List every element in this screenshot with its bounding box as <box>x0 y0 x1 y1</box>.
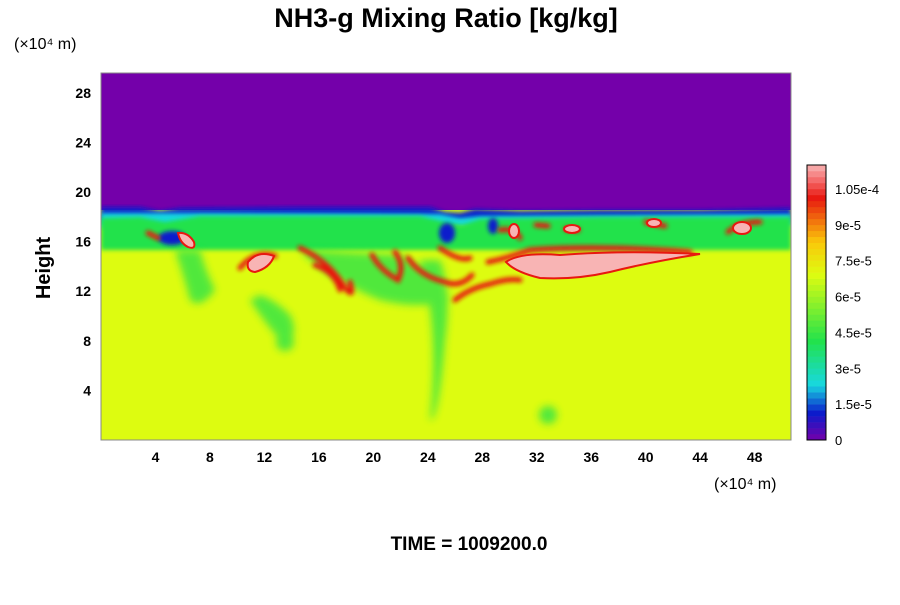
colorbar-tick-label: 1.05e-4 <box>835 182 879 197</box>
colorbar-segment <box>807 344 826 351</box>
colorbar-segment <box>807 368 826 375</box>
x-unit-label: (×10⁴ m) <box>714 476 776 493</box>
colorbar-segment <box>807 284 826 291</box>
colorbar-ticks: 0 1.5e-5 3e-5 4.5e-5 6e-5 7.5e-5 9e-5 1.05e-4 <box>835 182 879 448</box>
chart-title: NH3-g Mixing Ratio [kg/kg] <box>274 3 618 33</box>
field-pink-maxima <box>176 218 752 280</box>
x-tick-label: 44 <box>692 449 708 465</box>
colorbar-segment <box>807 254 826 261</box>
colorbar-segment <box>807 404 826 411</box>
y-tick-label: 8 <box>83 333 91 349</box>
colorbar-segment <box>807 176 826 184</box>
colorbar <box>806 164 827 441</box>
colorbar-segment <box>807 338 826 345</box>
colorbar-segment <box>807 224 826 232</box>
x-tick-label: 36 <box>583 449 599 465</box>
colorbar-segment <box>807 422 826 429</box>
x-tick-label: 28 <box>475 449 491 465</box>
colorbar-segment <box>807 266 826 273</box>
y-tick-label: 24 <box>75 134 91 150</box>
field-red-filaments <box>145 219 763 303</box>
colorbar-tick-label: 1.5e-5 <box>835 397 872 412</box>
colorbar-segment <box>807 206 826 214</box>
colorbar-segment <box>807 188 826 196</box>
colorbar-segment <box>807 326 826 333</box>
plot-frame <box>100 72 792 441</box>
colorbar-segment <box>807 392 826 399</box>
y-tick-label: 4 <box>83 382 91 398</box>
colorbar-segment <box>807 302 826 309</box>
colorbar-segment <box>807 194 826 202</box>
x-tick-label: 40 <box>638 449 654 465</box>
colorbar-tick-label: 3e-5 <box>835 361 861 376</box>
colorbar-segment <box>807 296 826 303</box>
colorbar-tick-label: 9e-5 <box>835 218 861 233</box>
colorbar-segment <box>807 332 826 339</box>
colorbar-segment <box>807 212 826 220</box>
x-tick-label: 16 <box>311 449 327 465</box>
x-tick-label: 8 <box>206 449 214 465</box>
colorbar-tick-label: 7.5e-5 <box>835 254 872 269</box>
colorbar-segment <box>807 410 826 417</box>
colorbar-frame <box>806 164 827 441</box>
colorbar-tick-label: 4.5e-5 <box>835 325 872 340</box>
y-tick-label: 20 <box>75 184 91 200</box>
colorbar-segment <box>807 314 826 321</box>
x-tick-label: 32 <box>529 449 545 465</box>
colorbar-segment <box>807 260 826 267</box>
colorbar-tick-label: 6e-5 <box>835 290 861 305</box>
x-axis-ticks: 4 8 12 16 20 24 28 32 36 40 44 48 <box>152 449 763 465</box>
y-tick-label: 28 <box>75 85 91 101</box>
x-tick-label: 20 <box>366 449 382 465</box>
colorbar-segment <box>807 356 826 363</box>
colorbar-segment <box>807 170 826 178</box>
colorbar-segment <box>807 308 826 315</box>
colorbar-segment <box>807 320 826 327</box>
colorbar-tick-label: 0 <box>835 433 842 448</box>
x-tick-label: 12 <box>257 449 273 465</box>
x-tick-label: 4 <box>152 449 160 465</box>
y-axis-label: Height <box>33 237 55 300</box>
colorbar-segment <box>807 182 826 190</box>
colorbar-segment <box>807 380 826 387</box>
x-tick-label: 48 <box>747 449 763 465</box>
colorbar-segment <box>807 362 826 369</box>
colorbar-segment <box>807 272 826 279</box>
y-tick-label: 12 <box>75 283 91 299</box>
colorbar-segment <box>807 434 826 441</box>
x-tick-label: 24 <box>420 449 436 465</box>
y-unit-label: (×10⁴ m) <box>14 36 76 53</box>
colorbar-segment <box>807 278 826 285</box>
y-axis-ticks: 4 8 12 16 20 24 28 <box>75 85 91 399</box>
colorbar-segment <box>807 230 826 238</box>
colorbar-segment <box>807 416 826 423</box>
field-zero-region <box>101 73 791 210</box>
colorbar-segment <box>807 374 826 381</box>
colorbar-segment <box>807 218 826 226</box>
y-tick-label: 16 <box>75 234 91 250</box>
colorbar-segment <box>807 165 826 172</box>
colorbar-segment <box>807 200 826 208</box>
colorbar-segment <box>807 248 826 255</box>
time-footer: TIME = 1009200.0 <box>391 534 548 555</box>
colorbar-segment <box>807 242 826 249</box>
colorbar-segment <box>807 350 826 357</box>
colorbar-segment <box>807 386 826 393</box>
heatmap-field <box>101 73 791 440</box>
colorbar-segment <box>807 428 826 435</box>
colorbar-segment <box>807 290 826 297</box>
colorbar-segment <box>807 398 826 405</box>
colorbar-segment <box>807 236 826 244</box>
